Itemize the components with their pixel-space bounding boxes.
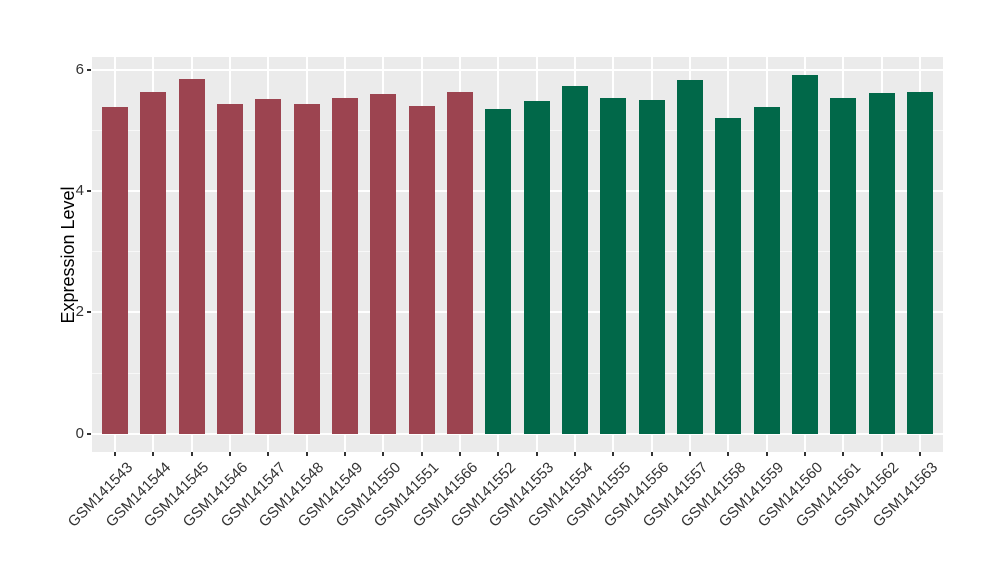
bar-GSM141549 <box>332 98 358 434</box>
x-tick-mark-GSM141553 <box>535 452 538 456</box>
bar-GSM141555 <box>600 98 627 434</box>
x-tick-mark-GSM141545 <box>190 452 193 456</box>
y-tick-mark-6 <box>87 68 91 71</box>
x-tick-mark-GSM141544 <box>152 452 155 456</box>
x-tick-mark-GSM141558 <box>727 452 730 456</box>
y-tick-label-2: 2 <box>75 303 84 321</box>
x-tick-mark-GSM141562 <box>880 452 883 456</box>
x-tick-mark-GSM141561 <box>842 452 845 456</box>
y-tick-label-6: 6 <box>75 60 84 78</box>
bar-GSM141543 <box>102 107 128 434</box>
bar-GSM141545 <box>178 78 205 434</box>
x-tick-mark-GSM141543 <box>114 452 116 456</box>
gridline-major-y4 <box>92 190 943 193</box>
y-tick-label-0: 0 <box>75 424 84 442</box>
bar-GSM141559 <box>753 107 780 434</box>
bar-GSM141554 <box>562 85 588 434</box>
x-tick-mark-GSM141556 <box>650 452 653 456</box>
x-tick-mark-GSM141546 <box>229 452 231 456</box>
y-axis-title: Expression Level <box>58 186 78 324</box>
bar-GSM141550 <box>370 94 397 434</box>
bar-GSM141551 <box>408 106 435 434</box>
x-tick-mark-GSM141557 <box>689 452 691 456</box>
bar-GSM141556 <box>638 100 665 434</box>
bar-GSM141547 <box>255 98 282 434</box>
y-tick-mark-0 <box>87 432 91 435</box>
bar-GSM141546 <box>217 103 243 434</box>
gridline-minor-y5 <box>92 129 943 131</box>
plot-panel <box>92 57 943 452</box>
gridline-major-y0 <box>92 432 943 435</box>
x-tick-mark-GSM141547 <box>267 452 270 456</box>
bar-GSM141560 <box>792 75 818 434</box>
gridline-minor-y1 <box>92 372 943 374</box>
x-tick-mark-GSM141552 <box>497 452 500 456</box>
x-tick-mark-GSM141548 <box>305 452 308 456</box>
x-tick-mark-GSM141549 <box>344 452 346 456</box>
bar-GSM141562 <box>868 92 895 434</box>
x-tick-mark-GSM141559 <box>765 452 768 456</box>
gridline-minor-y3 <box>92 251 943 253</box>
bar-GSM141566 <box>447 92 473 434</box>
y-tick-label-4: 4 <box>75 182 84 200</box>
bar-GSM141552 <box>485 108 512 434</box>
x-tick-mark-GSM141555 <box>612 452 615 456</box>
x-tick-mark-GSM141560 <box>804 452 806 456</box>
gridline-major-y6 <box>92 68 943 71</box>
bar-GSM141548 <box>293 103 320 434</box>
x-tick-mark-GSM141551 <box>420 452 423 456</box>
y-tick-mark-2 <box>87 311 91 314</box>
bar-GSM141557 <box>677 80 703 434</box>
y-tick-mark-4 <box>87 190 91 193</box>
bar-GSM141553 <box>523 101 550 434</box>
x-tick-mark-GSM141550 <box>382 452 385 456</box>
bar-GSM141563 <box>907 92 933 434</box>
x-tick-mark-GSM141554 <box>574 452 576 456</box>
bar-GSM141544 <box>140 91 167 434</box>
bar-GSM141558 <box>715 117 742 434</box>
x-tick-mark-GSM141566 <box>459 452 461 456</box>
bar-GSM141561 <box>830 97 857 434</box>
gridline-major-y2 <box>92 311 943 314</box>
x-tick-mark-GSM141563 <box>919 452 921 456</box>
